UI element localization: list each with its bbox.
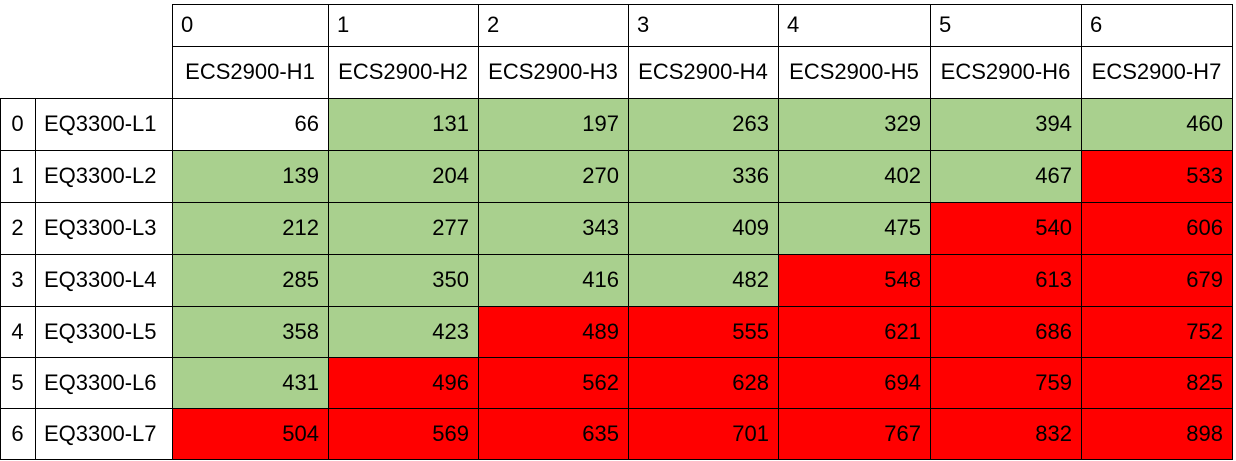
row-header: EQ3300-L7 <box>44 420 157 446</box>
column-header: ECS2900-H2 <box>338 59 468 84</box>
row-index-label: 5 <box>11 369 24 395</box>
grid-line <box>0 306 1233 307</box>
grid-line <box>628 4 629 460</box>
grid-line <box>0 408 1233 409</box>
table-cell: 540 <box>930 202 1081 254</box>
table-cell: 431 <box>172 357 328 408</box>
table-cell: 197 <box>478 98 628 150</box>
table-cell: 270 <box>478 150 628 202</box>
grid-line <box>478 4 479 460</box>
table-cell: 752 <box>1081 306 1232 357</box>
grid-line <box>35 98 36 460</box>
table-cell: 139 <box>172 150 328 202</box>
grid-line <box>1232 4 1233 460</box>
grid-line <box>778 4 779 460</box>
grid-line <box>0 150 1233 151</box>
grid-line <box>0 254 1233 255</box>
table-cell: 131 <box>328 98 478 150</box>
table-cell: 409 <box>628 202 778 254</box>
table-cell: 606 <box>1081 202 1232 254</box>
grid-line <box>172 4 1233 5</box>
col-index-label: 5 <box>939 12 952 37</box>
table-cell: 467 <box>930 150 1081 202</box>
table-cell: 548 <box>778 254 930 306</box>
grid-line <box>930 4 931 460</box>
table-cell: 686 <box>930 306 1081 357</box>
table-cell: 277 <box>328 202 478 254</box>
table-cell: 460 <box>1081 98 1232 150</box>
table-cell: 350 <box>328 254 478 306</box>
table-cell: 767 <box>778 408 930 459</box>
column-header: ECS2900-H3 <box>488 59 618 84</box>
row-header: EQ3300-L1 <box>44 111 157 136</box>
row-index-label: 0 <box>11 111 24 136</box>
col-index-label: 2 <box>487 12 500 37</box>
col-index-label: 1 <box>337 12 350 37</box>
column-header: ECS2900-H6 <box>940 59 1071 84</box>
table-cell: 358 <box>172 306 328 357</box>
row-header: EQ3300-L4 <box>44 267 157 292</box>
grid-line <box>1081 4 1082 460</box>
row-index-label: 1 <box>11 163 24 188</box>
col-index-label: 6 <box>1090 12 1103 37</box>
row-header: EQ3300-L3 <box>44 215 157 240</box>
table-cell: 343 <box>478 202 628 254</box>
col-index-label: 3 <box>637 12 650 37</box>
row-index-label: 2 <box>11 215 24 240</box>
table-cell: 475 <box>778 202 930 254</box>
table-cell: 489 <box>478 306 628 357</box>
grid-line <box>0 357 1233 358</box>
table-cell: 759 <box>930 357 1081 408</box>
table-cell: 701 <box>628 408 778 459</box>
table-cell: 555 <box>628 306 778 357</box>
row-header: EQ3300-L2 <box>44 163 157 188</box>
row-index-label: 3 <box>11 267 24 292</box>
row-index-label: 6 <box>11 420 24 446</box>
table-cell: 212 <box>172 202 328 254</box>
table-cell: 263 <box>628 98 778 150</box>
grid-line <box>172 4 173 460</box>
table-cell: 336 <box>628 150 778 202</box>
column-header: ECS2900-H7 <box>1091 59 1222 84</box>
table-cell: 679 <box>1081 254 1232 306</box>
table-cell: 694 <box>778 357 930 408</box>
table-cell: 204 <box>328 150 478 202</box>
table-cell: 285 <box>172 254 328 306</box>
col-index-label: 0 <box>181 12 194 37</box>
row-index-label: 4 <box>11 318 24 344</box>
table-cell: 613 <box>930 254 1081 306</box>
table-cell: 504 <box>172 408 328 459</box>
table-cell: 402 <box>778 150 930 202</box>
table-cell: 628 <box>628 357 778 408</box>
grid-line <box>0 98 1233 99</box>
table-cell: 496 <box>328 357 478 408</box>
table-cell: 423 <box>328 306 478 357</box>
grid-line <box>0 98 1 460</box>
grid-line <box>0 202 1233 203</box>
table-cell: 898 <box>1081 408 1232 459</box>
table-cell: 562 <box>478 357 628 408</box>
table-cell: 533 <box>1081 150 1232 202</box>
table-cell: 66 <box>172 98 328 150</box>
table-cell: 482 <box>628 254 778 306</box>
table-cell: 416 <box>478 254 628 306</box>
table-cell: 825 <box>1081 357 1232 408</box>
table-cell: 832 <box>930 408 1081 459</box>
column-header: ECS2900-H5 <box>789 59 919 84</box>
table-cell: 329 <box>778 98 930 150</box>
table-cell: 635 <box>478 408 628 459</box>
column-header: ECS2900-H4 <box>638 59 768 84</box>
table-cell: 621 <box>778 306 930 357</box>
grid-line <box>328 4 329 460</box>
row-header: EQ3300-L5 <box>44 318 157 344</box>
grid-line <box>172 46 1233 47</box>
col-index-label: 4 <box>787 12 800 37</box>
table-cell: 394 <box>930 98 1081 150</box>
grid-line <box>0 459 1233 460</box>
column-header: ECS2900-H1 <box>185 59 315 84</box>
table-cell: 569 <box>328 408 478 459</box>
row-header: EQ3300-L6 <box>44 369 157 395</box>
